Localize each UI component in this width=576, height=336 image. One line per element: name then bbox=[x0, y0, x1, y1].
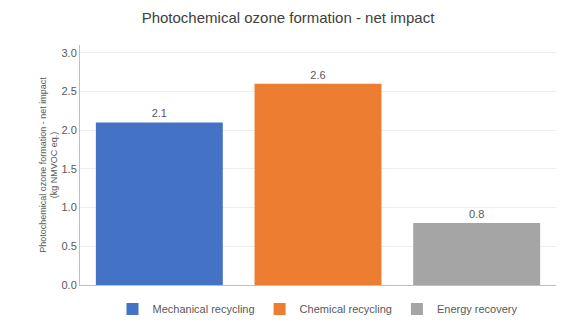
svg-text:2.1: 2.1 bbox=[152, 107, 167, 119]
svg-text:2.6: 2.6 bbox=[310, 69, 325, 81]
svg-text:0.8: 0.8 bbox=[469, 208, 484, 220]
svg-text:Energy recovery: Energy recovery bbox=[437, 303, 518, 315]
svg-text:2.0: 2.0 bbox=[62, 124, 77, 136]
svg-text:Photochemical ozone formation: Photochemical ozone formation - net impa… bbox=[142, 9, 435, 26]
svg-text:Photochemical ozone formation: Photochemical ozone formation - net impa… bbox=[38, 77, 60, 253]
svg-text:0.5: 0.5 bbox=[62, 240, 77, 252]
svg-text:Mechanical recycling: Mechanical recycling bbox=[153, 303, 255, 315]
svg-text:0.0: 0.0 bbox=[62, 279, 77, 291]
svg-text:1.0: 1.0 bbox=[62, 201, 77, 213]
svg-text:1.5: 1.5 bbox=[62, 163, 77, 175]
svg-text:2.5: 2.5 bbox=[62, 85, 77, 97]
svg-text:Chemical recycling: Chemical recycling bbox=[300, 303, 392, 315]
svg-text:3.0: 3.0 bbox=[62, 47, 77, 59]
